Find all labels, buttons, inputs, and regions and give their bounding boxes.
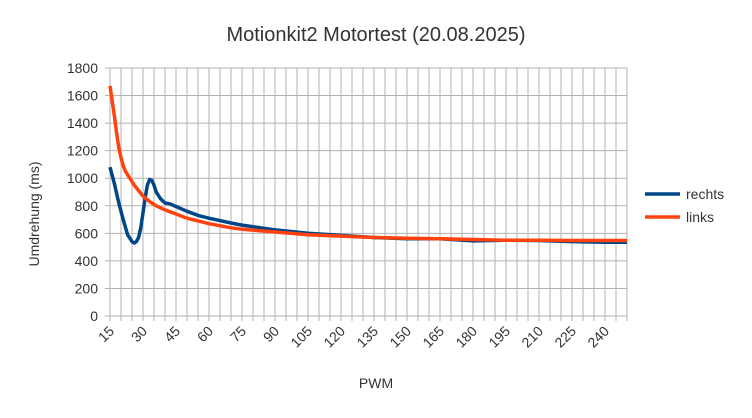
y-tick-label: 0 (90, 308, 98, 324)
y-tick-label: 200 (75, 280, 99, 296)
y-tick-label: 1200 (67, 143, 98, 159)
x-tick-label: 30 (128, 323, 150, 345)
legend-label-links: links (686, 209, 714, 225)
x-axis: 15 30 45 60 75 90 105 120 135 150 165 180 195 210 225 2… (95, 323, 612, 351)
y-tick-label: 400 (75, 253, 99, 269)
x-tick-label: 90 (260, 323, 282, 345)
plot-lines (108, 85, 627, 245)
y-axis: 0 200 400 600 800 1000 1200 1400 1600 1800 (67, 60, 98, 324)
y-tick-label: 1600 (67, 88, 98, 104)
x-tick-label: 135 (353, 323, 381, 351)
x-tick-label: 240 (584, 323, 612, 351)
x-tick-label: 225 (551, 323, 579, 351)
x-tick-label: 195 (485, 323, 513, 351)
y-tick-label: 1800 (67, 60, 98, 76)
legend-label-rechts: rechts (686, 186, 724, 202)
x-tick-label: 180 (452, 323, 480, 351)
x-tick-label: 120 (320, 323, 348, 351)
chart-title: Motionkit2 Motortest (20.08.2025) (226, 24, 525, 46)
x-tick-label: 45 (161, 323, 183, 345)
series-line-links (108, 85, 627, 243)
x-tick-label: 150 (386, 323, 414, 351)
y-tick-label: 1400 (67, 115, 98, 131)
legend: rechts links (645, 186, 724, 225)
y-tick-label: 600 (75, 225, 99, 241)
x-axis-label: PWM (359, 375, 393, 391)
y-axis-label: Umdrehung (ms) (26, 161, 42, 266)
x-tick-label: 165 (419, 323, 447, 351)
x-tick-label: 75 (227, 323, 249, 345)
grid (105, 67, 628, 321)
x-tick-label: 60 (194, 323, 216, 345)
x-tick-label: 105 (287, 323, 315, 351)
x-tick-label: 210 (518, 323, 546, 351)
x-tick-label: 15 (95, 323, 117, 345)
y-tick-label: 800 (75, 198, 99, 214)
y-tick-label: 1000 (67, 170, 98, 186)
